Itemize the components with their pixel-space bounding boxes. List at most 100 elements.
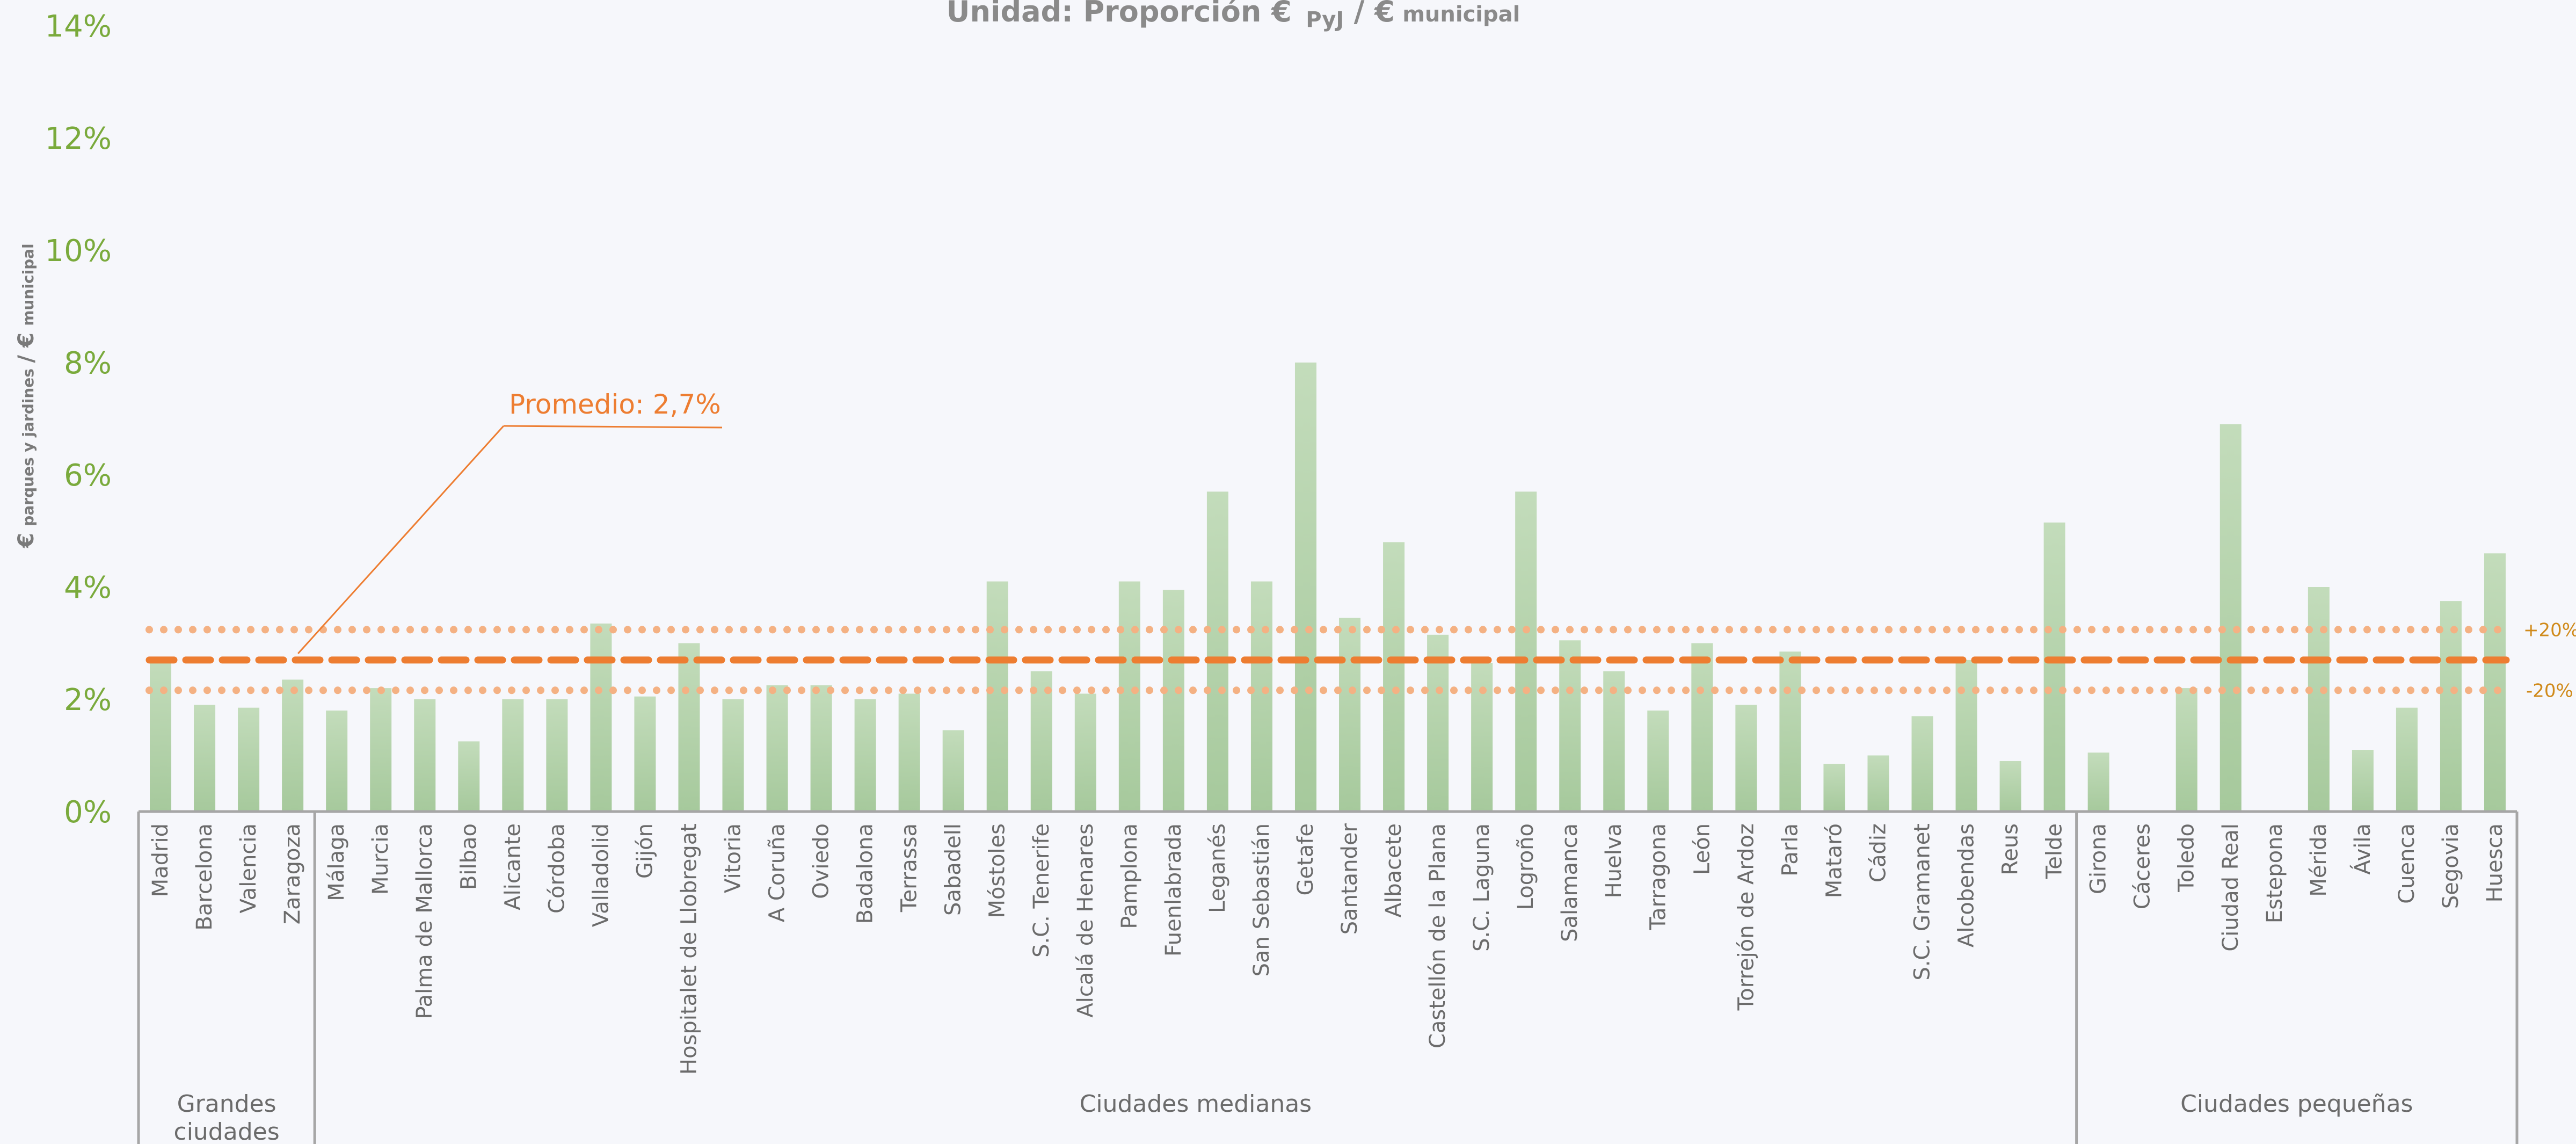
bar [1030,671,1052,812]
x-tick-label: S.C. Laguna [1469,823,1494,952]
upper-band-label: +20% [2523,619,2576,641]
x-tick-label: Castellón de la Plana [1425,823,1450,1048]
y-tick-label: 10% [45,234,112,269]
bar [1955,660,1977,812]
bar [370,688,392,812]
bar [282,679,304,812]
y-tick-label: 4% [64,570,112,605]
x-tick-label: Cáceres [2130,823,2155,909]
bar [326,710,348,812]
bar [2440,601,2462,812]
group-label: Ciudades pequeñas [2180,1090,2413,1118]
y-axis-label-main2: / € [14,332,39,363]
bar [1559,640,1581,812]
bar [590,623,612,812]
bar [1603,671,1625,812]
x-tick-label: Valladolid [588,823,613,927]
x-tick-label: Zaragoza [280,823,305,924]
bar [546,699,568,812]
bar [1383,542,1405,812]
x-tick-label: Mataró [1822,823,1846,898]
x-tick-label: Estepona [2262,823,2287,923]
bar [1162,590,1184,812]
bar [2043,522,2065,812]
group-label: Grandes ciudades [174,1090,280,1144]
average-leader-line [297,425,505,654]
x-axis-labels: Madrid Barcelona Valencia Zaragoza Málaga Mur… [148,823,2507,1075]
x-tick-label: Segovia [2439,823,2463,909]
chart-title-mid: / € [1354,0,1395,28]
bar [1823,764,1845,812]
bar [1471,663,1493,812]
y-tick-label: 14% [45,9,112,44]
bar [722,699,744,812]
x-tick-label: Vitoria [721,823,746,893]
bar [502,699,524,812]
bars [150,363,2506,812]
x-tick-label: Palma de Mallorca [412,823,437,1019]
x-tick-label: A Coruña [765,823,790,922]
group-labels: Grandes ciudades Ciudades medianas Ciudades… [174,1090,2413,1144]
chart-title: Unidad: Proporción € PyJ / € municipal [947,0,1520,32]
bar [414,699,436,812]
x-tick-label: Tarragona [1646,823,1670,931]
x-tick-label: Pamplona [1117,823,1142,929]
bar [854,699,876,812]
y-axis-label-main1: € [14,533,39,548]
bar [1250,581,1272,812]
y-tick-label: 12% [45,121,112,156]
bar [1779,651,1801,812]
bar [1294,363,1316,812]
bar [766,685,788,812]
x-tick-label: Huesca [2483,823,2507,902]
y-tick-label: 8% [64,346,112,381]
bar [1691,643,1713,812]
x-tick-label: Terrassa [897,823,922,913]
x-tick-label: Hospitalet de Llobregat [676,823,701,1075]
x-tick-label: Móstoles [985,823,1010,918]
bar [986,581,1008,812]
x-tick-label: Fuenlabrada [1161,823,1186,957]
bar [1339,618,1361,812]
x-tick-label: Alcalá de Henares [1073,823,1098,1018]
bar [678,643,700,812]
bar [810,685,832,812]
x-tick-label: Huelva [1602,823,1626,898]
x-tick-label: Torrejón de Ardoz [1734,823,1758,1011]
bar [2175,688,2197,812]
bar [150,660,172,812]
bar [1074,693,1096,812]
x-tick-label: Ciudad Real [2218,823,2243,952]
x-tick-label: Bilbao [456,823,481,890]
chart-title-sub1: PyJ [1306,8,1344,32]
axes [137,810,2519,1144]
reference-lines [145,626,2510,694]
x-tick-label: Murcia [368,823,393,895]
x-tick-label: Albacete [1381,823,1406,917]
y-tick-label: 6% [64,458,112,493]
x-tick-label: Oviedo [809,823,834,899]
y-axis-label: € parques y jardines / € municipal [14,243,39,548]
x-tick-label: Ávila [2349,823,2375,874]
x-tick-label: Málaga [324,823,349,901]
bar [942,730,964,812]
bar [1867,755,1889,812]
y-axis-label-sub1: parques y jardines [19,368,37,526]
chart-title-sub2: municipal [1402,2,1520,27]
bar [1911,716,1933,812]
x-tick-label: Salamanca [1558,823,1582,942]
x-tick-label: Toledo [2174,823,2199,893]
bar [2087,752,2109,812]
bar [1118,581,1140,812]
x-tick-label: Girona [2086,823,2111,894]
x-tick-label: Madrid [148,823,173,897]
x-tick-label: Telde [2042,823,2067,879]
y-tick-label: 0% [64,795,112,830]
bar [898,693,920,812]
x-tick-label: Sabadell [941,823,966,916]
x-tick-label: Barcelona [192,823,217,931]
lower-band-label: -20% [2526,680,2573,701]
x-tick-label: S.C. Tenerife [1029,823,1054,958]
x-tick-label: Mérida [2306,823,2331,897]
